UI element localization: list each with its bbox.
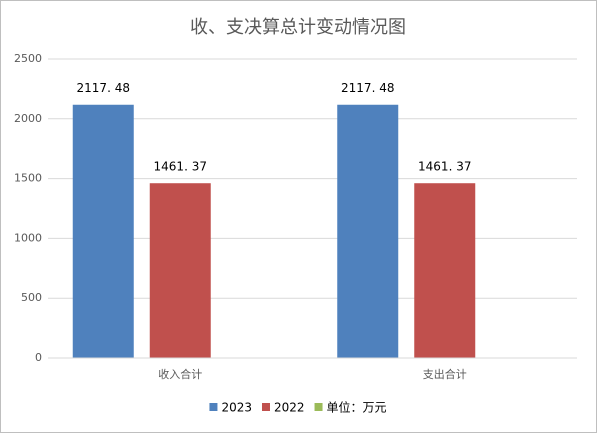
data-label: 2117. 48 <box>77 81 130 95</box>
y-tick-label: 2500 <box>14 52 42 65</box>
data-label: 1461. 37 <box>418 160 471 174</box>
data-label: 2117. 48 <box>341 81 394 95</box>
x-tick-label: 收入合计 <box>158 367 202 381</box>
bar <box>337 104 399 358</box>
y-tick-label: 0 <box>35 351 42 364</box>
y-tick-label: 1500 <box>14 172 42 185</box>
y-tick-label: 500 <box>21 291 42 304</box>
legend-label: 单位：万元 <box>327 400 387 415</box>
bar <box>72 104 134 358</box>
chart-title: 收、支决算总计变动情况图 <box>190 17 406 38</box>
bar <box>414 183 476 358</box>
legend-label: 2022 <box>274 401 305 415</box>
data-label: 1461. 37 <box>154 160 207 174</box>
legend-swatch <box>314 403 323 411</box>
y-tick-label: 1000 <box>14 231 42 244</box>
bar <box>149 183 211 358</box>
y-tick-label: 2000 <box>14 112 42 125</box>
x-tick-label: 支出合计 <box>423 367 467 381</box>
legend-swatch <box>209 403 218 411</box>
legend-label: 2023 <box>221 401 252 415</box>
legend-swatch <box>261 403 270 411</box>
